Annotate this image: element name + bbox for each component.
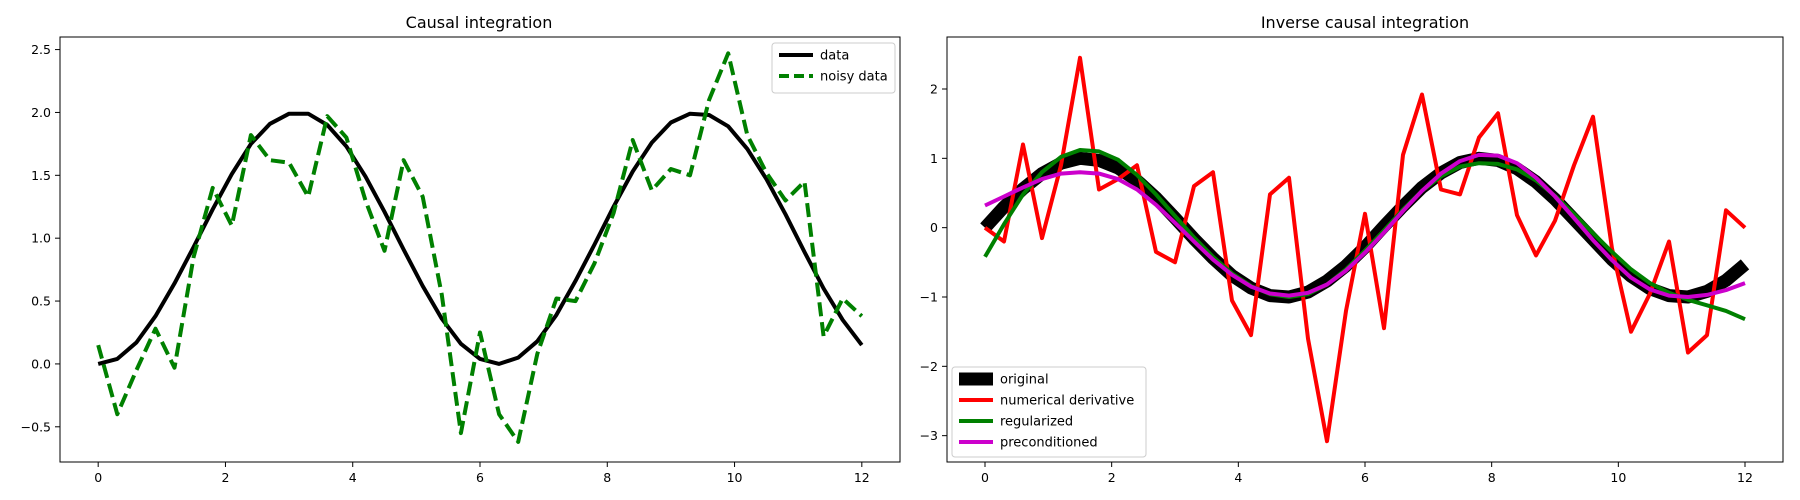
x-tick-label: 10	[727, 470, 743, 485]
y-tick-label: 1.5	[31, 168, 51, 183]
x-tick-label: 12	[1737, 470, 1753, 485]
series-line-3	[984, 152, 1746, 299]
y-tick-label: −1	[920, 289, 938, 304]
y-tick-label: 2.0	[31, 105, 51, 120]
plot-lines	[980, 55, 1750, 444]
plot-frame	[59, 36, 901, 463]
legend-label-3: preconditioned	[1000, 436, 1098, 451]
y-tick-label: 0	[930, 220, 938, 235]
x-tick-label: 0	[981, 470, 989, 485]
x-tick-label: 2	[1108, 470, 1116, 485]
x-tick-label: 4	[349, 470, 357, 485]
series-line-1	[983, 55, 1747, 444]
series-line-0	[97, 111, 864, 366]
x-tick-label: 6	[476, 470, 484, 485]
legend: data noisy data	[771, 42, 896, 94]
legend: original numerical derivative regularized p…	[951, 366, 1147, 458]
x-tick-label: 8	[603, 470, 611, 485]
x-tick-label: 12	[854, 470, 870, 485]
y-tick-label: 1.0	[31, 231, 51, 246]
y-tick-label: 2	[930, 81, 938, 96]
y-tick-label: −2	[920, 359, 938, 374]
y-tick-label: 0.0	[31, 356, 51, 371]
x-tick-label: 10	[1610, 470, 1626, 485]
y-tick-label: 2.5	[31, 42, 51, 57]
x-tick-label: 2	[221, 470, 229, 485]
chart-title: Inverse causal integration	[1261, 13, 1469, 32]
plot-lines	[96, 51, 864, 444]
legend-label-0: original	[1000, 373, 1049, 388]
legend-label-2: regularized	[1000, 415, 1073, 430]
chart-inverse-causal-integration: Inverse causal integration 0 2 4 6 8 10 12−3−2…	[920, 13, 1784, 485]
y-tick-label: −3	[920, 428, 938, 443]
legend-box	[951, 366, 1147, 458]
legend-label-1: numerical derivative	[1000, 394, 1134, 409]
legend-label-0: data	[820, 49, 849, 64]
legend-label-1: noisy data	[820, 70, 888, 85]
chart-causal-integration: Causal integration 0 2 4 6 8 10 12 −0.5 0.0 0.5 1.…	[21, 13, 901, 485]
x-tick-label: 6	[1361, 470, 1369, 485]
y-tick-label: 1	[930, 151, 938, 166]
y-tick-label: −0.5	[21, 419, 51, 434]
x-tick-label: 8	[1488, 470, 1496, 485]
series-line-1	[96, 51, 864, 444]
x-tick-label: 0	[94, 470, 102, 485]
x-tick-label: 4	[1234, 470, 1242, 485]
chart-title: Causal integration	[406, 13, 553, 32]
y-tick-label: 0.5	[31, 294, 51, 309]
